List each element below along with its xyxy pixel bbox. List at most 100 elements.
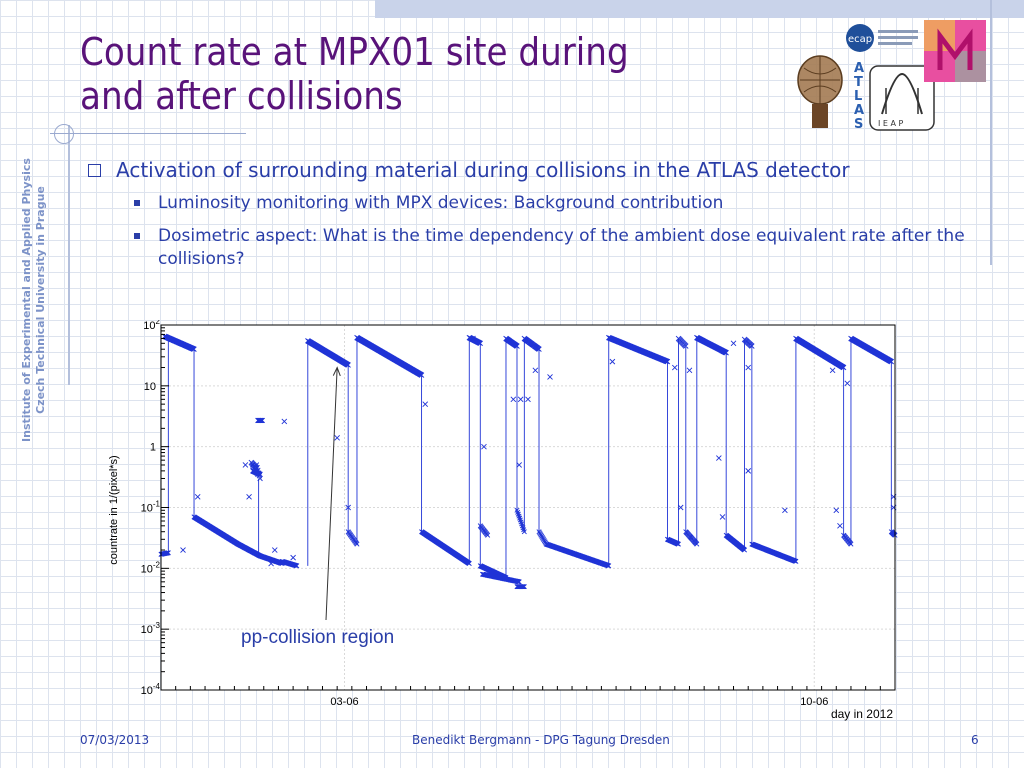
atlas-letters: A T L A S [854,61,864,132]
y-tick-label: 10-4 [141,682,161,697]
outlier-marker [730,340,737,347]
atlas-letter-s: S [854,117,863,132]
decay-marker-group [841,532,854,547]
ieap-label: I E A P [878,119,904,128]
sub-bullet-2-text: Dosimetric aspect: What is the time depe… [158,226,965,269]
decorative-circle [54,124,74,144]
y-axis-label: countrate in 1/(pixel*s) [108,455,120,564]
outlier-marker [517,396,524,403]
outlier-marker [677,504,684,511]
outlier-marker [844,380,851,387]
footer-page-number: 6 [971,733,979,747]
outlier-marker [745,364,752,371]
outlier-points [180,335,897,567]
collision-marker-group [255,417,266,424]
outlier-marker [833,507,840,514]
collision-marker-group [694,334,729,356]
decay-marker-group [723,532,748,553]
y-tick-label: 10-1 [141,500,161,515]
ecap-logo: ecap [846,24,918,52]
collision-marker-group [793,335,847,371]
outlier-marker [686,367,693,374]
bullet-list: Activation of surrounding material durin… [88,158,978,271]
ecap-label: ecap [848,34,872,45]
outlier-marker [470,335,476,342]
outlier-marker [242,462,249,468]
collision-marker-group [161,333,197,352]
footer-date: 07/03/2013 [80,733,150,747]
outlier-marker [180,547,186,553]
y-tick-label: 102 [143,320,160,332]
annotation-arrowhead [332,366,341,377]
main-bullet-text: Activation of surrounding material durin… [116,158,850,182]
outlier-marker [547,374,553,380]
collision-marker-group [848,335,895,365]
top-decorative-band [375,0,1024,18]
atlas-letter-a2: A [854,103,864,118]
annotation-arrow [325,367,338,621]
y-tick-label: 10 [144,381,156,393]
countrate-chart: 10-4 10-3 10-2 10-1 1 10 102 03-06 10-06 countr… [108,320,898,721]
outlier-marker [422,401,429,407]
decay-marker-group [514,507,527,535]
collision-marker-group [305,338,351,368]
outlier-marker [745,468,752,474]
logos-svg: A T L A S ecap I E A P [797,20,986,132]
x-axis-label: day in 2012 [831,707,893,721]
outlier-marker [271,547,278,553]
outlier-marker [829,367,836,374]
logo-group: A T L A S ecap I E A P [790,18,990,136]
university-name: Czech Technical University in Prague [34,186,47,414]
decay-marker-group [479,571,522,585]
atlas-letter-l: L [854,89,862,104]
atlas-letter-a1: A [854,61,864,76]
decay-marker-group [235,541,263,559]
sub-bullet-2: Dosimetric aspect: What is the time depe… [88,225,978,271]
outlier-marker [246,493,252,500]
outlier-marker [334,434,340,441]
collision-marker-group [354,334,425,378]
left-decorative-rule [68,125,70,385]
x-tick-label: 10-06 [800,696,828,708]
outlier-marker [345,504,351,511]
outlier-marker [510,396,517,403]
collision-region-annotation: pp-collision region [241,627,395,648]
outlier-marker [782,507,788,514]
y-tick-label: 1 [150,442,156,454]
outlier-marker [268,560,274,567]
outlier-marker [609,358,616,365]
medipix-logo [924,20,986,82]
outlier-marker [194,493,201,500]
plot-area [161,325,895,690]
outlier-marker [837,522,843,529]
outlier-marker [716,455,722,461]
decay-marker-group [514,584,527,590]
outlier-marker [516,462,523,468]
slide-title: Count rate at MPX01 site during and afte… [80,30,760,118]
sub-bullet-1: Luminosity monitoring with MPX devices: … [88,192,978,215]
y-tick-label: 10-2 [141,560,161,575]
outlier-marker [290,554,296,561]
square-bullet-icon [134,233,140,239]
x-tick-label: 03-06 [330,696,358,708]
outlier-marker [481,443,487,450]
outlier-marker [525,396,531,403]
collision-marker-group [741,336,755,349]
atlas-letter-t: T [854,75,863,90]
x-axis-ticks: 03-06 10-06 [160,686,896,708]
outlier-marker [671,364,678,371]
collision-marker-group [503,335,520,349]
ieap-logo: I E A P [869,65,935,131]
institute-name: Institute of Experimental and Applied Ph… [20,158,33,442]
gridlines [161,324,895,691]
outlier-marker [281,418,288,425]
title-line-1: Count rate at MPX01 site during [80,30,629,74]
collision-marker-group [250,468,263,478]
title-underline [50,133,246,134]
collision-marker-group [675,335,689,349]
square-bullet-icon [134,200,140,206]
decay-marker-group [543,541,612,569]
decay-marker-group [279,558,300,569]
outlier-marker [532,367,539,374]
y-tick-label: 10-3 [141,621,161,636]
